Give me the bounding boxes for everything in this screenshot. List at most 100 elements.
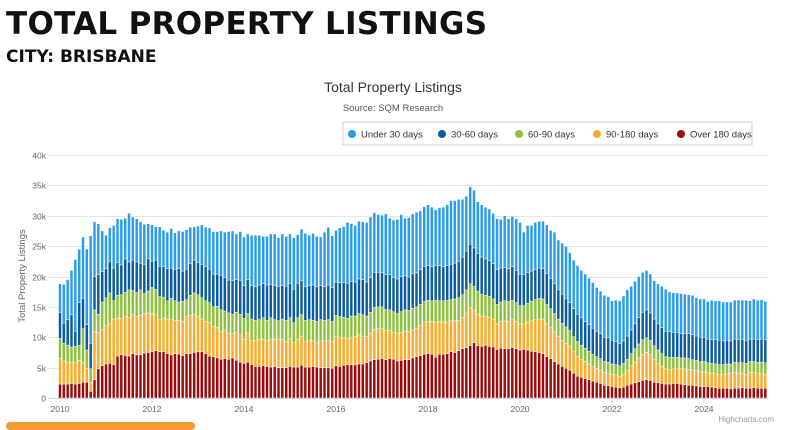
bar-60-90-days[interactable]	[434, 299, 438, 323]
bar-60-90-days[interactable]	[618, 365, 622, 377]
bar-60-90-days[interactable]	[188, 295, 192, 316]
bar-60-90-days[interactable]	[744, 363, 748, 375]
bar-30-60-days[interactable]	[445, 265, 449, 301]
bar-90-180-days[interactable]	[418, 324, 422, 356]
bar-90-180-days[interactable]	[733, 372, 737, 389]
bar-90-180-days[interactable]	[422, 322, 426, 355]
bar-90-180-days[interactable]	[349, 337, 353, 365]
bar-over-180-days[interactable]	[338, 366, 342, 399]
bar-60-90-days[interactable]	[418, 304, 422, 326]
bar-30-60-days[interactable]	[115, 262, 120, 296]
bar-60-90-days[interactable]	[365, 315, 369, 337]
bar-under-30-days[interactable]	[633, 281, 637, 325]
bar-60-90-days[interactable]	[158, 296, 162, 320]
bar-90-180-days[interactable]	[246, 332, 250, 363]
bar-60-90-days[interactable]	[234, 312, 238, 333]
bar-90-180-days[interactable]	[200, 318, 204, 353]
bar-60-90-days[interactable]	[127, 289, 131, 319]
bar-under-30-days[interactable]	[506, 218, 511, 269]
bar-30-60-days[interactable]	[154, 259, 158, 290]
bar-60-90-days[interactable]	[250, 318, 254, 341]
bar-30-60-days[interactable]	[69, 314, 74, 348]
legend-item[interactable]: 60-90 days	[515, 130, 575, 141]
bar-under-30-days[interactable]	[246, 233, 250, 280]
bar-under-30-days[interactable]	[307, 234, 311, 286]
bar-90-180-days[interactable]	[457, 320, 461, 351]
bar-30-60-days[interactable]	[679, 333, 683, 359]
bar-90-180-days[interactable]	[487, 317, 491, 347]
bar-30-60-days[interactable]	[322, 286, 327, 321]
bar-over-180-days[interactable]	[744, 388, 748, 399]
bar-30-60-days[interactable]	[181, 270, 185, 302]
bar-90-180-days[interactable]	[319, 340, 323, 368]
bar-30-60-days[interactable]	[234, 279, 238, 313]
bar-60-90-days[interactable]	[687, 358, 691, 370]
bar-90-180-days[interactable]	[322, 340, 327, 368]
bar-60-90-days[interactable]	[165, 300, 169, 320]
bar-60-90-days[interactable]	[660, 353, 664, 367]
bar-over-180-days[interactable]	[361, 363, 365, 399]
bar-30-60-days[interactable]	[487, 260, 491, 297]
bar-30-60-days[interactable]	[614, 341, 618, 365]
bar-under-30-days[interactable]	[138, 221, 143, 264]
bar-60-90-days[interactable]	[246, 313, 250, 334]
bar-60-90-days[interactable]	[449, 299, 453, 322]
bar-90-180-days[interactable]	[683, 368, 687, 385]
bar-90-180-days[interactable]	[449, 320, 453, 353]
bar-30-60-days[interactable]	[514, 270, 518, 303]
bar-90-180-days[interactable]	[476, 313, 480, 346]
bar-over-180-days[interactable]	[200, 351, 204, 399]
bar-30-60-days[interactable]	[671, 332, 675, 358]
bar-90-180-days[interactable]	[556, 336, 560, 365]
bar-over-180-days[interactable]	[606, 385, 610, 399]
bar-under-30-days[interactable]	[315, 236, 319, 288]
bar-under-30-days[interactable]	[403, 217, 407, 277]
bar-60-90-days[interactable]	[568, 330, 572, 347]
bar-90-180-days[interactable]	[388, 330, 392, 359]
bar-under-30-days[interactable]	[154, 226, 158, 261]
bar-60-90-days[interactable]	[445, 299, 449, 323]
bar-over-180-days[interactable]	[675, 383, 679, 399]
bar-over-180-days[interactable]	[223, 358, 227, 399]
bar-90-180-days[interactable]	[756, 373, 760, 389]
bar-over-180-days[interactable]	[633, 382, 637, 399]
bar-over-180-days[interactable]	[437, 354, 442, 399]
bar-over-180-days[interactable]	[58, 383, 62, 399]
bar-60-90-days[interactable]	[307, 319, 311, 341]
bar-30-60-days[interactable]	[246, 279, 250, 314]
bar-over-180-days[interactable]	[583, 378, 587, 399]
bar-over-180-days[interactable]	[752, 387, 756, 399]
bar-over-180-days[interactable]	[476, 345, 480, 399]
bar-under-30-days[interactable]	[529, 225, 534, 272]
bar-30-60-days[interactable]	[598, 333, 603, 359]
bar-over-180-days[interactable]	[246, 361, 250, 399]
bar-under-30-days[interactable]	[131, 216, 135, 261]
bar-90-180-days[interactable]	[115, 318, 120, 357]
bar-90-180-days[interactable]	[135, 316, 139, 356]
bar-over-180-days[interactable]	[62, 383, 66, 399]
bar-60-90-days[interactable]	[407, 310, 411, 332]
bar-over-180-days[interactable]	[713, 387, 718, 399]
bar-30-60-days[interactable]	[499, 267, 503, 303]
bar-over-180-days[interactable]	[261, 365, 265, 399]
bar-90-180-days[interactable]	[675, 368, 679, 384]
bar-over-180-days[interactable]	[652, 382, 656, 399]
bar-90-180-days[interactable]	[464, 312, 468, 348]
bar-90-180-days[interactable]	[307, 340, 311, 368]
bar-30-60-days[interactable]	[552, 283, 557, 314]
bar-60-90-days[interactable]	[472, 286, 476, 311]
bar-60-90-days[interactable]	[119, 294, 123, 319]
bar-90-180-days[interactable]	[230, 333, 235, 359]
bar-90-180-days[interactable]	[127, 317, 131, 357]
bar-over-180-days[interactable]	[388, 358, 392, 399]
bar-90-180-days[interactable]	[299, 335, 304, 366]
bar-over-180-days[interactable]	[637, 381, 641, 399]
bar-90-180-days[interactable]	[192, 314, 196, 353]
bar-30-60-days[interactable]	[752, 338, 756, 362]
bar-under-30-days[interactable]	[572, 259, 576, 309]
bar-60-90-days[interactable]	[572, 336, 576, 353]
bar-over-180-days[interactable]	[265, 366, 269, 399]
bar-60-90-days[interactable]	[399, 311, 403, 333]
bar-60-90-days[interactable]	[598, 358, 603, 371]
bar-90-180-days[interactable]	[173, 320, 177, 354]
